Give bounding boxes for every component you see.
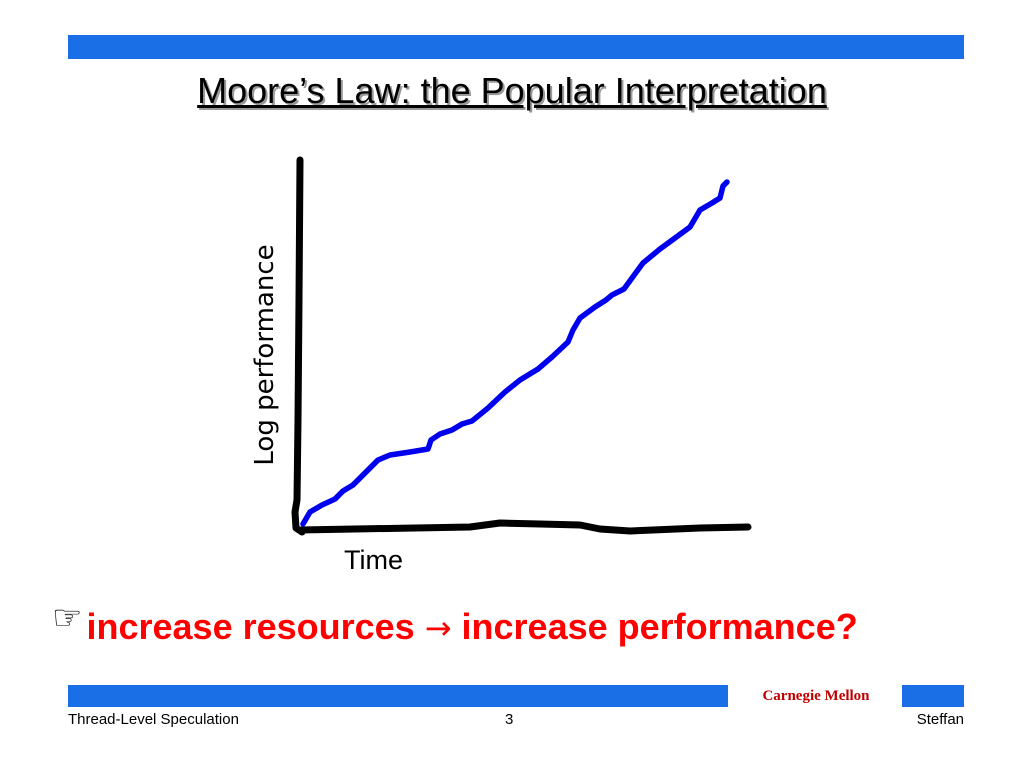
y-axis-label: Log performance: [250, 244, 280, 466]
x-axis-resources-line: [296, 519, 752, 535]
footer-bar-left: [68, 685, 728, 707]
header-bar: [68, 35, 964, 59]
bullet-text-before: increase resources: [86, 606, 425, 647]
y-axis: [291, 156, 306, 536]
pointing-hand-icon: ☞: [52, 598, 83, 638]
footer-course-title: Thread-Level Speculation: [68, 711, 239, 728]
bullet-point: ☞ increase resources → increase performan…: [52, 598, 858, 648]
footer-bar-right: [902, 685, 964, 707]
bullet-text-after: increase performance?: [451, 606, 858, 647]
footer-author: Steffan: [916, 711, 964, 728]
page-number: 3: [505, 711, 514, 728]
right-arrow-icon: →: [424, 609, 452, 647]
slide-title: Moore’s Law: the Popular Interpretation: [197, 70, 827, 111]
institution-name: Carnegie Mellon: [762, 688, 870, 704]
x-axis-label: Time: [344, 545, 403, 575]
performance-curve: [300, 179, 730, 527]
